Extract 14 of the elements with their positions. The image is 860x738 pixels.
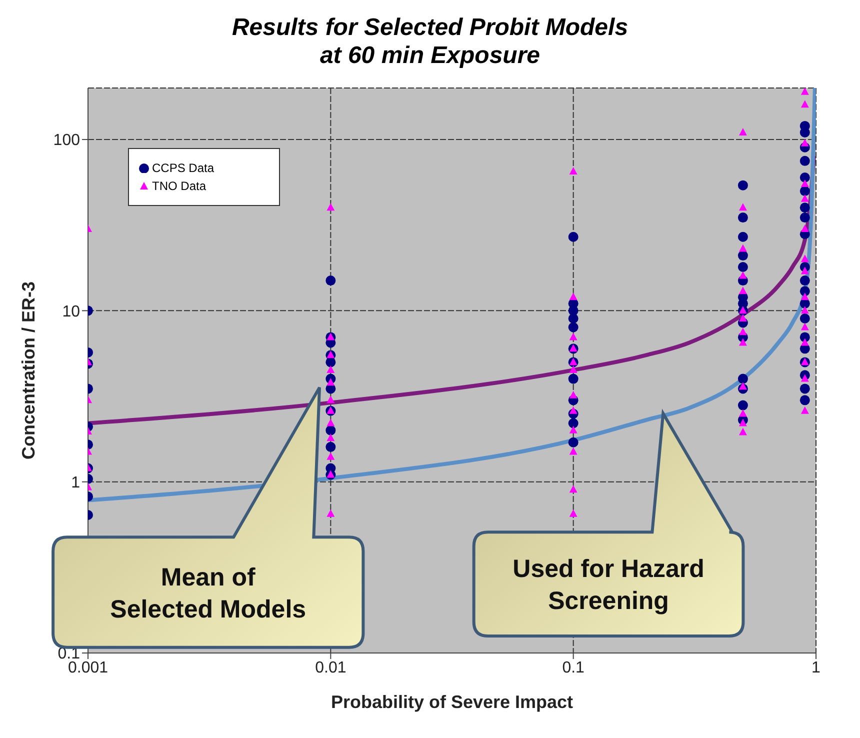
chart-title: Results for Selected Probit Models at 60 min Exposure <box>230 14 630 70</box>
x-axis-title: Probability of Severe Impact <box>330 692 574 712</box>
x-tick-label: 0.1 <box>562 659 585 676</box>
annotation: Mean of Selected Models <box>110 563 306 624</box>
x-tick-label: 0.01 <box>315 659 346 676</box>
annotation: Used for Hazard Screening <box>512 555 704 616</box>
y-axis-title: Concentration / ER-3 <box>18 281 38 460</box>
y-tick-label: 10 <box>62 303 80 320</box>
x-tick-label: 0.001 <box>68 659 108 676</box>
x-tick-label: 1 <box>812 659 821 676</box>
y-tick-label: 1 <box>71 474 80 492</box>
y-tick-label: 100 <box>53 132 80 150</box>
legend-label: CCPS Data <box>152 161 214 175</box>
legend-label: TNO Data <box>152 179 206 193</box>
